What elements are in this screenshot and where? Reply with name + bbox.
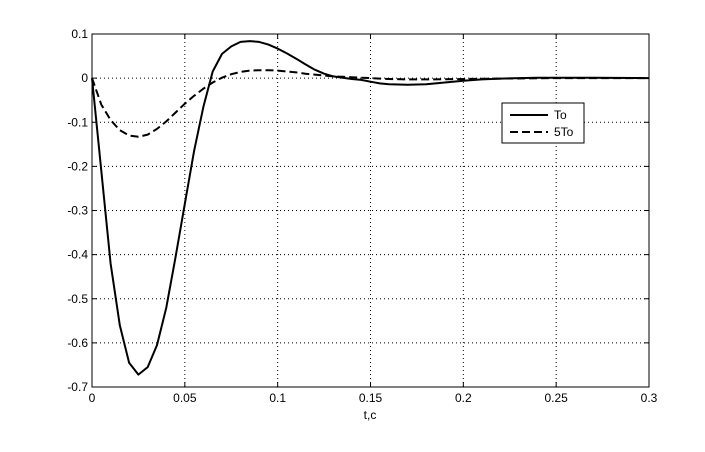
legend-box (501, 102, 585, 144)
x-tick-label: 0.3 (641, 391, 658, 405)
y-tick-label: 0.1 (71, 27, 88, 41)
y-tick-label: -0.7 (67, 380, 88, 394)
y-tick-label: -0.6 (67, 336, 88, 350)
y-tick-label: -0.3 (67, 204, 88, 218)
series-line-1 (91, 40, 650, 376)
legend-label-2: 5To (554, 125, 574, 139)
ticks: 0 0.05 0.1 0.15 0.2 0.25 0.3 0.1 0 -0.1 -0.2 -0.3 -0… (67, 27, 657, 405)
x-tick-label: 0.05 (173, 391, 197, 405)
series-line-2 (91, 69, 649, 138)
y-tick-label: 0 (81, 71, 88, 85)
x-tick-label: 0.25 (544, 391, 568, 405)
x-tick-label: 0.15 (359, 391, 383, 405)
y-tick-label: -0.1 (67, 115, 88, 129)
y-tick-label: -0.5 (67, 292, 88, 306)
y-tick-label: -0.2 (67, 159, 88, 173)
x-axis-title: t,c (364, 408, 377, 422)
x-tick-label: 0.2 (455, 391, 472, 405)
x-tick-label: 0.1 (269, 391, 286, 405)
legend: To 5To (501, 102, 585, 144)
y-tick-label: -0.4 (67, 248, 88, 262)
x-tick-label: 0 (89, 391, 96, 405)
series-layer (91, 40, 650, 376)
legend-label-1: To (554, 108, 567, 122)
